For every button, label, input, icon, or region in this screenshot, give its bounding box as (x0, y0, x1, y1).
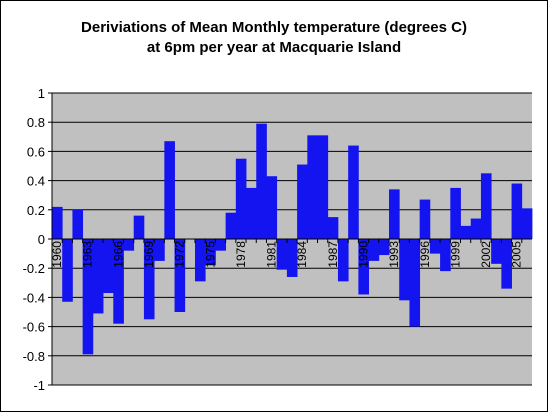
y-tick-label: -1 (33, 378, 45, 393)
bar-1965 (103, 239, 114, 294)
bar-1963 (82, 239, 94, 355)
y-axis-ticks: 1 0.8 0.6 0.4 0.2 0 -0.2 -0.4 -0.6 -0.8 -1 (23, 86, 52, 393)
bar-1964 (92, 239, 104, 314)
x-tick-label: 1960 (50, 241, 64, 268)
bar-1960 (52, 206, 63, 239)
bar-1975 (205, 239, 216, 266)
y-tick-label: 0.4 (27, 174, 45, 189)
bar-1990 (358, 239, 369, 295)
x-tick-label: 2002 (479, 241, 493, 268)
bar-1969 (143, 239, 155, 320)
y-tick-label: -0.6 (23, 320, 45, 335)
bar-1985 (307, 135, 318, 239)
bar-2006 (521, 208, 533, 239)
bar-1967 (123, 239, 135, 251)
bar-1989 (348, 145, 359, 239)
bar-1999 (450, 187, 461, 239)
bar-1988 (337, 239, 349, 282)
x-tick-label: 1999 (448, 241, 462, 268)
x-tick-label: 1990 (356, 241, 370, 268)
y-tick-label: 0.2 (27, 203, 45, 218)
x-tick-label: 1984 (295, 241, 309, 268)
bar-1970 (154, 239, 165, 261)
y-tick-label: 1 (38, 86, 45, 101)
bar-1971 (164, 141, 175, 239)
chart-title-line-1: Deriviations of Mean Monthly temperature… (81, 19, 467, 36)
x-tick-label: 2005 (510, 241, 524, 268)
bar-2003 (491, 239, 502, 264)
y-tick-label: -0.8 (23, 349, 45, 364)
bar-1992 (378, 239, 390, 256)
bar-1996 (419, 199, 431, 239)
y-tick-label: -0.4 (23, 290, 45, 305)
bar-1976 (215, 239, 227, 251)
bar-1991 (368, 239, 380, 261)
bar-1979 (246, 187, 257, 239)
bar-1982 (276, 239, 288, 270)
bar-1987 (327, 217, 339, 239)
bar-1998 (440, 239, 451, 272)
x-tick-label: 1993 (387, 241, 401, 268)
bar-1974 (194, 239, 206, 282)
bar-1962 (72, 209, 84, 239)
x-tick-label: 1987 (326, 241, 340, 268)
y-tick-label: 0 (38, 232, 45, 247)
bar-1984 (297, 164, 308, 239)
bar-1966 (113, 239, 124, 324)
x-tick-label: 1972 (173, 241, 187, 268)
x-tick-label: 1975 (203, 241, 217, 268)
x-axis-ticks: 1960 1963 1966 1969 1972 1975 1978 1981 1984 1987… (50, 239, 524, 268)
bars (52, 123, 533, 355)
bar-1961 (62, 239, 73, 302)
bar-1980 (256, 123, 267, 239)
y-tick-label: 0.8 (27, 115, 45, 130)
x-tick-label: 1966 (111, 241, 125, 268)
x-tick-label: 1996 (418, 241, 432, 268)
x-tick-label: 1981 (265, 241, 279, 268)
bar-2005 (511, 183, 523, 239)
bar-1983 (286, 239, 298, 277)
bar-1995 (409, 239, 421, 327)
bar-2002 (480, 173, 492, 239)
bar-1968 (133, 215, 145, 239)
bar-1977 (225, 212, 237, 239)
bar-2004 (501, 239, 512, 289)
bar-2000 (460, 225, 472, 239)
y-tick-label: -0.2 (23, 261, 45, 276)
bar-1981 (266, 176, 278, 239)
bar-1986 (317, 135, 329, 239)
bar-1993 (389, 189, 400, 239)
bar-1978 (235, 158, 247, 239)
x-tick-label: 1969 (142, 241, 156, 268)
bar-1972 (174, 239, 186, 312)
bar-2001 (470, 218, 482, 239)
x-tick-label: 1978 (234, 241, 248, 268)
bar-1997 (429, 239, 441, 254)
y-tick-label: 0.6 (27, 144, 45, 159)
gridlines (52, 92, 532, 386)
bar-1994 (399, 239, 410, 301)
chart-title-line-2: at 6pm per year at Macquarie Island (146, 39, 402, 56)
x-tick-label: 1963 (81, 241, 95, 268)
